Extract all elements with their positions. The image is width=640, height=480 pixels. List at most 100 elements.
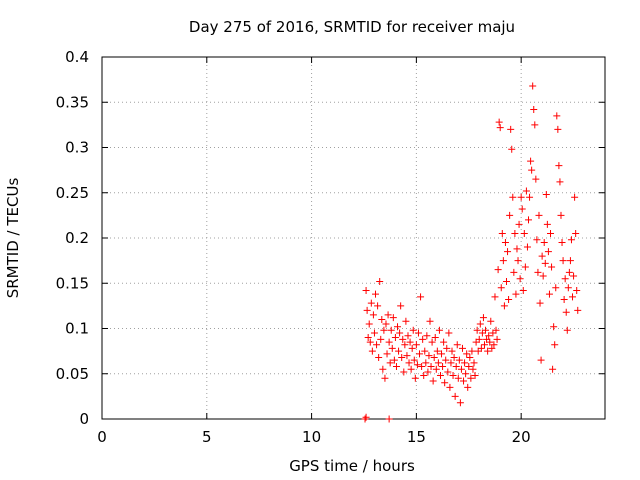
data-point xyxy=(381,374,389,382)
data-point xyxy=(452,363,460,371)
data-points xyxy=(361,82,582,423)
data-point xyxy=(424,368,432,376)
data-point xyxy=(417,293,425,301)
data-point xyxy=(439,363,447,371)
data-point xyxy=(469,365,477,373)
data-point xyxy=(466,353,474,361)
data-point xyxy=(366,338,374,346)
data-point xyxy=(373,341,381,349)
x-tick-label: 15 xyxy=(407,428,426,446)
data-point xyxy=(487,317,495,325)
data-point xyxy=(382,320,390,328)
data-point xyxy=(534,268,542,276)
data-point xyxy=(557,211,565,219)
y-tick-label: 0 xyxy=(79,410,89,428)
data-point xyxy=(553,112,561,120)
data-point xyxy=(411,374,419,382)
data-point xyxy=(379,365,387,373)
data-point xyxy=(365,320,373,328)
y-axis: 0 0.05 0.1 0.15 0.2 0.25 0.3 0.35 0.4 xyxy=(56,48,605,428)
data-point xyxy=(421,347,429,355)
data-point xyxy=(410,356,418,364)
data-point xyxy=(422,359,430,367)
data-point xyxy=(537,356,545,364)
grid-lines xyxy=(102,57,605,419)
data-point xyxy=(515,220,523,228)
data-point xyxy=(499,257,507,265)
data-point xyxy=(556,178,564,186)
data-point xyxy=(564,284,572,292)
x-tick-label: 5 xyxy=(202,428,212,446)
y-tick-label: 0.15 xyxy=(56,274,89,292)
data-point xyxy=(407,365,415,373)
y-tick-label: 0.35 xyxy=(56,93,89,111)
data-point xyxy=(402,317,410,325)
data-point xyxy=(535,211,543,219)
data-point xyxy=(405,359,413,367)
data-point xyxy=(361,415,369,423)
data-point xyxy=(385,338,393,346)
y-axis-label: SRMTID / TECUs xyxy=(4,178,22,299)
data-point xyxy=(547,229,555,237)
data-point xyxy=(441,379,449,387)
data-point xyxy=(419,335,427,343)
data-point xyxy=(375,353,383,361)
y-tick-label: 0.3 xyxy=(65,139,89,157)
data-point xyxy=(477,344,485,352)
data-point xyxy=(519,286,527,294)
data-point xyxy=(412,341,420,349)
data-point xyxy=(471,372,479,380)
data-point xyxy=(520,229,528,237)
data-point xyxy=(455,356,463,364)
data-point xyxy=(425,352,433,360)
y-tick-label: 0.1 xyxy=(65,320,89,338)
data-point xyxy=(508,145,516,153)
data-point xyxy=(496,124,504,132)
data-point xyxy=(363,306,371,314)
data-point xyxy=(404,332,412,340)
data-point xyxy=(431,334,439,342)
data-point xyxy=(536,299,544,307)
data-point xyxy=(530,105,538,113)
data-point xyxy=(523,243,531,251)
data-point xyxy=(470,359,478,367)
data-point xyxy=(394,323,402,331)
data-point xyxy=(475,335,483,343)
data-point xyxy=(385,415,393,423)
data-point xyxy=(367,299,375,307)
data-point xyxy=(513,245,521,253)
data-point xyxy=(527,157,535,165)
data-point xyxy=(462,370,470,378)
data-point xyxy=(574,306,582,314)
data-point xyxy=(538,252,546,260)
data-point xyxy=(442,356,450,364)
data-point xyxy=(540,239,548,247)
data-point xyxy=(549,365,557,373)
data-point xyxy=(505,296,513,304)
data-point xyxy=(504,248,512,256)
data-point xyxy=(551,341,559,349)
data-point xyxy=(485,332,493,340)
data-point xyxy=(490,341,498,349)
data-point xyxy=(420,372,428,380)
data-point xyxy=(423,332,431,340)
data-point xyxy=(395,347,403,355)
data-point xyxy=(451,392,459,400)
data-point xyxy=(448,347,456,355)
data-point xyxy=(390,356,398,364)
y-tick-label: 0.05 xyxy=(56,365,89,383)
data-point xyxy=(476,320,484,328)
data-point xyxy=(509,193,517,201)
data-point xyxy=(408,344,416,352)
plot-frame xyxy=(101,56,606,420)
data-point xyxy=(446,383,454,391)
data-point xyxy=(522,187,530,195)
x-tick-label: 0 xyxy=(97,428,107,446)
data-point xyxy=(518,205,526,213)
data-point xyxy=(526,193,534,201)
data-point xyxy=(369,311,377,319)
data-point xyxy=(558,239,566,247)
data-point xyxy=(480,341,488,349)
data-point xyxy=(554,125,562,133)
data-point xyxy=(501,239,509,247)
